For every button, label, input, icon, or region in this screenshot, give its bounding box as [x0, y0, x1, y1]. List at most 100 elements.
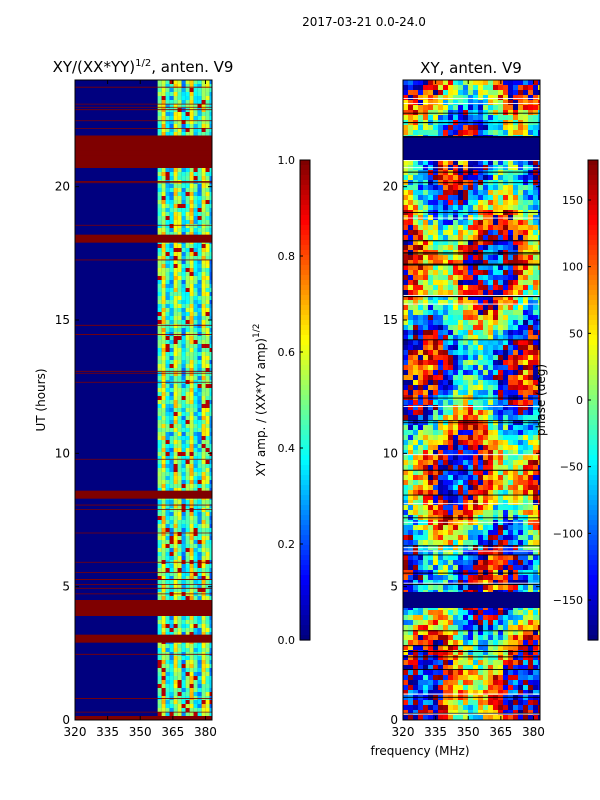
phase-cell: [468, 85, 473, 90]
phase-cell: [443, 285, 448, 290]
phase-cell: [518, 345, 523, 350]
phase-cell: [408, 190, 413, 195]
amp-cell: [157, 416, 162, 420]
phase-cell: [493, 390, 498, 395]
amp-cell: [185, 360, 190, 364]
phase-cell: [458, 425, 463, 430]
amp-cell: [201, 488, 206, 492]
amp-cell: [161, 332, 166, 336]
phase-cell: [443, 415, 448, 420]
amp-cell: [209, 460, 212, 464]
amp-cell: [189, 396, 194, 400]
amp-cell: [161, 408, 166, 412]
phase-cell: [483, 485, 488, 490]
phase-cell: [443, 320, 448, 325]
colorbar-segment: [300, 450, 310, 456]
amp-cell: [201, 544, 206, 548]
phase-cell: [443, 300, 448, 305]
amp-cell: [189, 672, 194, 676]
phase-cell: [408, 355, 413, 360]
amp-cell: [161, 256, 166, 260]
phase-cell: [463, 325, 468, 330]
phase-cell: [428, 85, 433, 90]
phase-cell: [523, 230, 528, 235]
phase-cell: [538, 330, 540, 335]
amp-cell: [173, 80, 178, 84]
amp-cell: [201, 80, 206, 84]
amp-cell: [157, 468, 162, 472]
phase-cell: [503, 440, 508, 445]
amp-cell: [209, 244, 212, 248]
amp-cell: [185, 676, 190, 680]
amp-cell: [165, 304, 170, 308]
amp-cell: [161, 104, 166, 108]
phase-cell: [513, 115, 518, 120]
phase-cell: [518, 185, 523, 190]
phase-cell: [518, 485, 523, 490]
amp-cell: [157, 204, 162, 208]
amp-cell: [185, 368, 190, 372]
amp-cell: [189, 480, 194, 484]
phase-cell: [433, 355, 438, 360]
colorbar-tick-label: 0.4: [278, 442, 296, 455]
amp-colorbar-ticks: 1.00.80.60.40.20.0: [278, 154, 303, 647]
amp-cell: [209, 564, 212, 568]
amp-cell: [193, 88, 198, 92]
phase-cell: [408, 405, 413, 410]
phase-cell: [443, 365, 448, 370]
amp-cell: [197, 460, 202, 464]
amp-cell: [173, 220, 178, 224]
phase-cell: [448, 425, 453, 430]
amp-cell: [201, 92, 206, 96]
amp-cell: [209, 288, 212, 292]
amp-cell: [173, 456, 178, 460]
phase-cell: [438, 530, 443, 535]
amp-cell: [209, 632, 212, 636]
phase-cell: [428, 290, 433, 295]
amp-cell: [197, 292, 202, 296]
amp-cell: [205, 280, 210, 284]
phase-cell: [403, 310, 408, 315]
amp-cell: [173, 436, 178, 440]
amp-cell: [161, 220, 166, 224]
amp-cell: [189, 360, 194, 364]
amp-cell: [157, 132, 162, 136]
phase-cell: [433, 365, 438, 370]
amp-cell: [193, 320, 198, 324]
amp-cell: [157, 364, 162, 368]
phase-cell: [433, 375, 438, 380]
amp-cell: [157, 440, 162, 444]
phase-cell: [488, 185, 493, 190]
phase-cell: [408, 490, 413, 495]
phase-cell: [508, 330, 513, 335]
phase-cell: [518, 480, 523, 485]
amp-cell: [209, 264, 212, 268]
phase-cell: [513, 380, 518, 385]
colorbar-segment: [300, 605, 310, 611]
amp-cell: [157, 348, 162, 352]
phase-cell: [418, 375, 423, 380]
amp-cell: [197, 100, 202, 104]
phase-cell: [403, 365, 408, 370]
amp-cell: [173, 328, 178, 332]
phase-cell: [433, 110, 438, 115]
phase-cell: [448, 300, 453, 305]
phase-cell: [518, 80, 523, 85]
phase-cell: [513, 335, 518, 340]
phase-cell: [528, 365, 533, 370]
amp-cell: [181, 196, 186, 200]
phase-cell: [433, 460, 438, 465]
phase-cell: [533, 320, 538, 325]
colorbar-segment: [300, 230, 310, 236]
amp-cell: [169, 408, 174, 412]
phase-cell: [403, 360, 408, 365]
amp-cell: [185, 596, 190, 600]
amp-cell: [177, 120, 182, 124]
phase-cell: [423, 105, 428, 110]
phase-cell: [463, 345, 468, 350]
x-tick-label: 320: [64, 725, 87, 739]
amp-cell: [197, 556, 202, 560]
phase-cell: [418, 110, 423, 115]
amp-cell: [165, 364, 170, 368]
phase-cell: [473, 345, 478, 350]
